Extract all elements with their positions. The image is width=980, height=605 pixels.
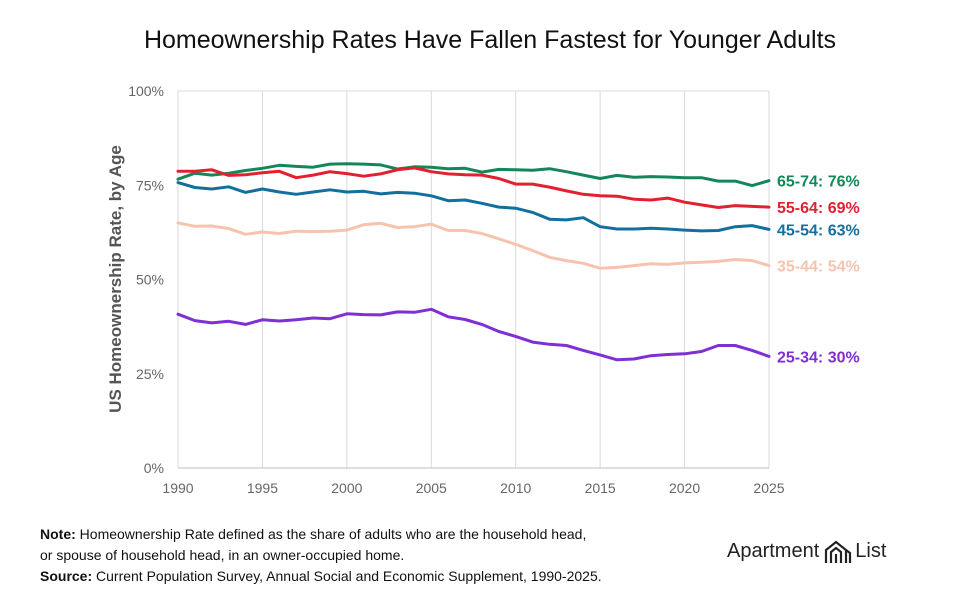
source-text: Current Population Survey, Annual Social… [96,568,602,584]
apartment-list-logo: Apartment List [727,536,886,566]
series-line-45-54 [176,181,771,233]
series-end-label-45-54: 45-54: 63% [777,222,860,239]
note-text-1: Homeownership Rate defined as the share … [79,526,587,542]
series-end-label-35-44: 35-44: 54% [777,259,860,276]
series-end-label-55-64: 55-64: 69% [777,200,860,217]
source-label: Source: [40,568,93,584]
y-tick-label: 25% [136,366,164,382]
x-tick-label: 2005 [416,480,447,496]
y-axis-label: US Homeownership Rate, by Age [106,145,125,413]
chart-grid [177,90,770,469]
y-tick-label: 50% [136,272,164,288]
series-line-25-34 [176,307,771,362]
x-tick-label: 2010 [500,480,531,496]
x-tick-label: 1990 [162,480,193,496]
x-tick-label: 2000 [331,480,362,496]
series-end-labels: 65-74: 76% 55-64: 69% 45-54: 63% 35-44: 54%… [777,174,860,367]
series-lines [176,162,771,362]
note-line-1: Note: Homeownership Rate defined as the … [40,524,602,545]
apartment-list-logo-icon [825,540,852,563]
brand-word-list: List [855,539,887,562]
series-line-35-44 [176,221,771,270]
x-tick-label: 2015 [585,480,616,496]
y-tick-label: 75% [136,177,164,193]
series-end-label-25-34: 25-34: 30% [777,349,860,366]
brand-word-apartment: Apartment [727,539,820,562]
y-tick-label: 100% [128,83,164,99]
series-end-label-65-74: 65-74: 76% [777,174,860,191]
y-axis-ticks: 0% 25% 50% 75% 100% [128,83,164,476]
x-tick-label: 1995 [247,480,278,496]
chart-notes: Note: Homeownership Rate defined as the … [40,524,602,587]
x-tick-label: 2020 [669,480,700,496]
x-axis-ticks: 1990 1995 2000 2005 2010 2015 2020 2025 [162,480,784,496]
chart-title: Homeownership Rates Have Fallen Fastest … [143,26,837,54]
line-chart: 0% 25% 50% 75% 100% 1990 1995 2000 2005 2010 2015… [106,83,860,496]
y-tick-label: 0% [144,460,164,476]
source-line: Source: Current Population Survey, Annua… [40,566,602,587]
note-label: Note: [40,526,76,542]
series-line-65-74 [176,162,771,188]
series-line-55-64 [176,166,771,209]
x-tick-label: 2025 [753,480,784,496]
note-line-2: or spouse of household head, in an owner… [40,547,405,563]
